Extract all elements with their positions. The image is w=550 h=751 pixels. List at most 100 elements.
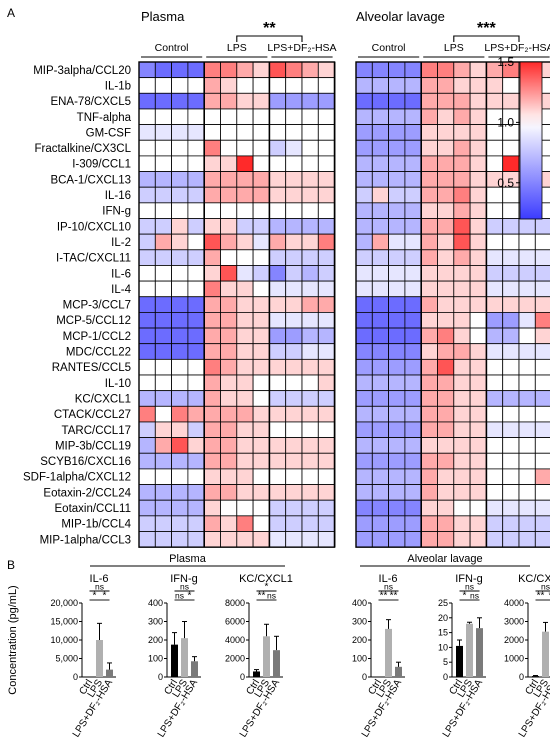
heatmap-cell [469, 265, 487, 282]
heatmap-cell [317, 186, 335, 204]
heatmap-cell [404, 311, 422, 329]
heatmap-cell [236, 61, 254, 79]
bar [263, 636, 270, 677]
heatmap-cell [502, 405, 520, 423]
heatmap-cell [187, 233, 205, 251]
heatmap-cell [485, 280, 504, 298]
heatmap-cell [252, 327, 270, 345]
heatmap-cell [355, 531, 373, 548]
heatmap-cell [252, 218, 270, 235]
bar-y-tick-label: 15,000 [50, 617, 78, 627]
heatmap-cell [485, 421, 504, 439]
heatmap-row-label: ENA-78/CXCL5 [50, 96, 131, 108]
heatmap-cell [187, 405, 205, 423]
heatmap-cell [469, 327, 487, 345]
bar-y-tick-label: 0 [443, 672, 448, 682]
heatmap-cell [203, 249, 221, 266]
bar [273, 650, 280, 677]
heatmap-cell [453, 218, 471, 235]
heatmap-cell [138, 468, 156, 485]
heatmap-cell [420, 202, 438, 219]
heatmap-cell [502, 265, 520, 282]
heatmap-cell [220, 92, 238, 110]
heatmap-frame [355, 61, 550, 548]
heatmap-cell [355, 124, 373, 141]
heatmap-cell [268, 155, 287, 172]
heatmap-cell [388, 484, 406, 501]
heatmap-cell [220, 468, 238, 485]
heatmap-cell [355, 484, 373, 501]
heatmap-cell [437, 452, 455, 470]
heatmap-cell [285, 139, 303, 157]
heatmap-row-label: MDC/CCL22 [66, 347, 131, 359]
heatmap-cell [453, 61, 471, 79]
heatmap-cell [404, 437, 422, 454]
heatmap-cell [138, 531, 156, 548]
heatmap-cell [171, 452, 189, 470]
heatmap-cell [485, 358, 504, 376]
bar-y-tick-label: 300 [148, 617, 163, 627]
heatmap-cell [469, 139, 487, 157]
panel-b-label: B [7, 558, 15, 572]
heatmap-cell [187, 155, 205, 172]
heatmap-cell [518, 484, 536, 501]
heatmap-cell [317, 92, 335, 110]
heatmap-cell [220, 280, 238, 298]
heatmap-cell [453, 343, 471, 360]
heatmap-cell [236, 531, 254, 548]
bar-y-tick-label: 4000 [225, 635, 245, 645]
heatmap-cell [437, 437, 455, 454]
heatmap-cell [252, 92, 270, 110]
heatmap-cell [285, 92, 303, 110]
heatmap-cell [355, 249, 373, 266]
heatmap-cell [437, 327, 455, 345]
heatmap-cell [437, 171, 455, 188]
heatmap-cell [371, 265, 389, 282]
heatmap-cell [404, 171, 422, 188]
heatmap-cell [371, 280, 389, 298]
heatmap-cell [404, 249, 422, 266]
heatmap-cell [534, 233, 550, 251]
heatmap-cell [355, 452, 373, 470]
heatmap-cell [420, 405, 438, 423]
heatmap-cell [420, 233, 438, 251]
heatmap-cell [268, 468, 287, 485]
heatmap-cell [187, 343, 205, 360]
heatmap-cell [404, 186, 422, 204]
heatmap-cell [420, 296, 438, 313]
heatmap-cell [268, 186, 287, 204]
heatmap-cell [453, 155, 471, 172]
heatmap-cell [453, 452, 471, 470]
heatmap-cell [301, 499, 319, 517]
bar [385, 628, 392, 677]
heatmap-cell [285, 155, 303, 172]
heatmap-cell [138, 249, 156, 266]
heatmap-cell [534, 265, 550, 282]
heatmap-cell [187, 61, 205, 79]
heatmap-cell [355, 155, 373, 172]
heatmap-cell [485, 233, 504, 251]
bar-y-tick-label: 8000 [225, 598, 245, 608]
heatmap-cell [371, 421, 389, 439]
heatmap-cell [171, 233, 189, 251]
heatmap-cell [388, 265, 406, 282]
heatmap-cell [404, 499, 422, 517]
heatmap-cell [252, 452, 270, 470]
colorbar-tick-label: 1.0 [497, 115, 514, 129]
heatmap-cell [317, 296, 335, 313]
heatmap-cell [220, 374, 238, 392]
heatmap-cell [355, 186, 373, 204]
heatmap-cell [371, 405, 389, 423]
heatmap-cell [420, 468, 438, 485]
heatmap-cell [220, 108, 238, 125]
heatmap-cell [502, 77, 520, 94]
heatmap-cell [154, 531, 173, 548]
heatmap-cell [404, 484, 422, 501]
heatmap-cell [355, 421, 373, 439]
heatmap-cell [317, 124, 335, 141]
heatmap-cell [469, 437, 487, 454]
heatmap-cell [453, 421, 471, 439]
bar-charts: Concentration (pg/mL) Plasma IL-6 0 5,000 10,… [7, 553, 550, 739]
heatmap-row-label: BCA-1/CXCL13 [50, 174, 131, 186]
